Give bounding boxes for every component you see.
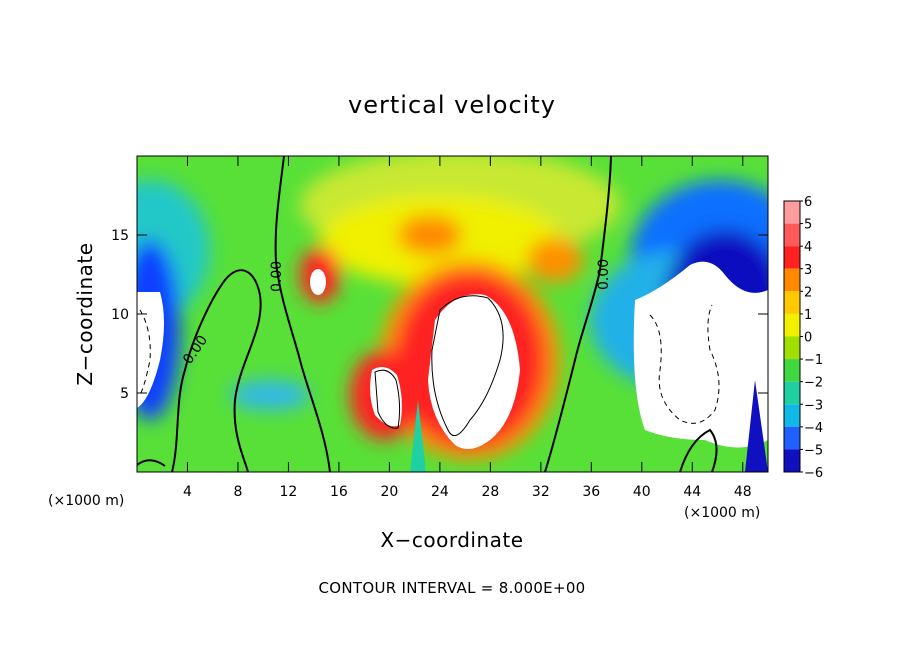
colorbar-label: 6 [804, 195, 812, 210]
contour-lines [137, 156, 720, 472]
colorbar-swatch [784, 426, 800, 450]
colorbar-swatch [784, 291, 800, 314]
x-axis-label: X−coordinate [380, 528, 523, 552]
x-unit-note-left: (×1000 m) [48, 493, 124, 509]
y-ticks: 5 10 15 [111, 228, 768, 402]
x-tick-label: 48 [734, 484, 752, 500]
contour-label-1: 0.00 [269, 261, 285, 292]
x-tick-label: 12 [280, 484, 298, 500]
y-tick-label: 15 [111, 228, 129, 244]
colorbar-swatch [784, 336, 800, 360]
x-tick-label: 8 [233, 484, 242, 500]
contour-label-2: 0.00 [596, 259, 612, 290]
x-tick-label: 16 [330, 484, 348, 500]
colorbar-label: −4 [804, 421, 823, 436]
y-tick-label: 5 [120, 386, 129, 402]
x-ticks: 4 8 12 16 20 24 28 32 36 40 44 48 [183, 156, 752, 500]
core-small [310, 269, 326, 295]
colorbar-swatch [784, 381, 800, 405]
x-tick-label: 20 [380, 484, 398, 500]
y-axis-label: Z−coordinate [73, 242, 97, 385]
colorbar: 6 5 4 3 2 1 0 −1 −2 −3 −4 −5 −6 [783, 195, 823, 481]
colorbar-swatch [784, 313, 800, 337]
colorbar-label: 1 [804, 308, 812, 323]
colorbar-label: 0 [804, 331, 812, 346]
core-main [428, 294, 520, 449]
colorbar-label: −5 [804, 443, 823, 458]
colorbar-label: −6 [804, 466, 823, 481]
plot-field [137, 156, 768, 472]
contour-interval-note: CONTOUR INTERVAL = 8.000E+00 [318, 579, 585, 597]
x-tick-label: 24 [431, 484, 449, 500]
chart-title: vertical velocity [348, 91, 556, 119]
colorbar-swatch [784, 359, 800, 382]
colorbar-label: 3 [804, 263, 812, 278]
x-tick-label: 40 [633, 484, 651, 500]
colorbar-swatch [784, 449, 800, 472]
x-tick-label: 36 [582, 484, 600, 500]
core-left-edge [137, 292, 164, 408]
x-tick-label: 28 [481, 484, 499, 500]
core-right [633, 261, 768, 448]
x-tick-label: 4 [183, 484, 192, 500]
colorbar-label: 2 [804, 285, 812, 300]
x-unit-note-right: (×1000 m) [684, 505, 760, 521]
x-tick-label: 32 [532, 484, 550, 500]
colorbar-swatch [784, 223, 800, 247]
y-tick-label: 10 [111, 307, 129, 323]
colorbar-label: −1 [804, 353, 823, 368]
colorbar-label: 4 [804, 240, 812, 255]
colorbar-label: −3 [804, 398, 823, 413]
colorbar-swatch [784, 246, 800, 269]
colorbar-label: −2 [804, 376, 823, 391]
colorbar-swatch [784, 201, 800, 224]
x-tick-label: 44 [683, 484, 701, 500]
colorbar-swatch [784, 404, 800, 427]
colorbar-swatch [784, 268, 800, 292]
colorbar-label: 5 [804, 218, 812, 233]
